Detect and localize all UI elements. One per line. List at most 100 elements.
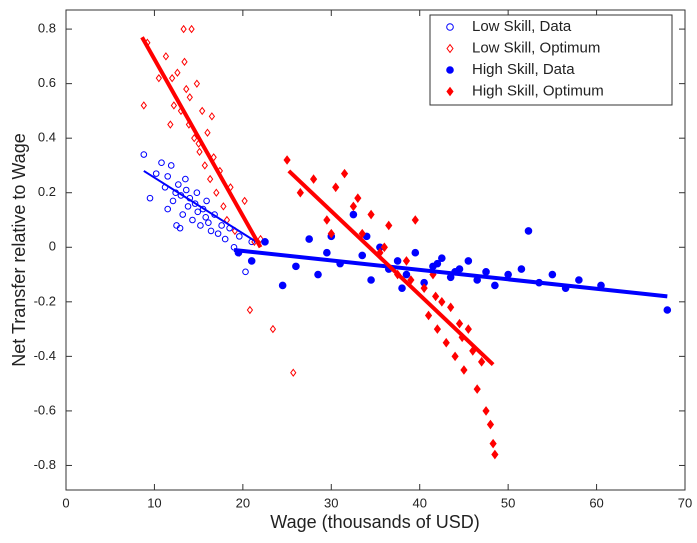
point (180, 24, 187, 34)
point (155, 73, 162, 83)
x-tick-label: 0 (62, 495, 69, 510)
legend-marker (446, 23, 454, 31)
point (193, 79, 201, 88)
point (269, 324, 277, 334)
point (358, 228, 366, 239)
point (460, 365, 468, 375)
point (214, 230, 222, 237)
x-axis-title: Wage (thousands of USD) (270, 512, 479, 532)
point (199, 106, 206, 116)
point (447, 302, 455, 313)
point (290, 368, 297, 377)
point (385, 220, 393, 231)
point (188, 24, 195, 34)
legend-text: Low Skill, Optimum (472, 39, 600, 56)
point (349, 210, 358, 219)
y-tick-label: -0.2 (34, 293, 56, 308)
fit-line (140, 36, 263, 249)
point (305, 235, 313, 243)
point (442, 337, 450, 348)
plot-frame (65, 9, 686, 491)
point (332, 182, 340, 193)
y-axis-title: Net Transfer relative to Wage (9, 133, 29, 366)
point (438, 254, 446, 262)
x-tick-label: 40 (412, 495, 426, 510)
point (432, 291, 440, 302)
point (140, 101, 147, 110)
point (323, 215, 331, 225)
point (191, 133, 198, 143)
point (323, 248, 331, 257)
point (220, 202, 227, 211)
x-tick-label: 60 (589, 495, 603, 510)
point (182, 175, 189, 183)
point (246, 305, 254, 315)
point (152, 170, 160, 177)
point (478, 357, 486, 367)
point (292, 262, 300, 271)
point (411, 248, 420, 257)
point (402, 270, 411, 279)
point (455, 318, 464, 329)
point (473, 384, 481, 394)
point (206, 174, 214, 184)
legend-box (429, 14, 673, 106)
point (201, 161, 208, 170)
x-tick-label: 70 (678, 495, 692, 510)
point (176, 224, 184, 232)
y-tick-label: -0.4 (34, 348, 56, 363)
point (310, 174, 318, 184)
point (205, 219, 212, 227)
point (162, 52, 170, 61)
point (196, 147, 203, 157)
point (402, 256, 411, 266)
point (393, 257, 402, 265)
point (181, 57, 188, 67)
y-tick-label: -0.6 (34, 402, 56, 417)
point (257, 234, 264, 244)
x-tick-label: 10 (147, 495, 161, 510)
point (398, 284, 406, 292)
point (186, 93, 193, 102)
point (524, 227, 533, 235)
point (184, 203, 192, 210)
point (491, 281, 499, 290)
point (575, 276, 583, 284)
y-tick-label: -0.8 (34, 457, 56, 472)
point (213, 188, 220, 197)
point (367, 209, 375, 220)
point (517, 265, 526, 273)
point (169, 197, 177, 205)
point (202, 213, 210, 221)
point (358, 251, 367, 260)
point (464, 324, 472, 334)
legend-text: High Skill, Data (472, 61, 575, 78)
point (489, 438, 497, 449)
x-tick-label: 20 (236, 495, 250, 510)
point (146, 194, 154, 202)
y-tick-label: 0.8 (38, 21, 56, 36)
point (204, 128, 211, 137)
y-tick-label: 0 (49, 239, 56, 254)
point (241, 196, 248, 206)
point (438, 297, 446, 307)
legend-marker (446, 66, 454, 74)
point (411, 215, 419, 225)
point (207, 227, 215, 235)
point (170, 101, 178, 110)
point (191, 200, 199, 207)
point (340, 168, 349, 179)
point (354, 193, 362, 203)
point (464, 257, 473, 265)
point (236, 233, 243, 240)
legend-marker (446, 86, 454, 97)
y-tick-label: 0.2 (38, 184, 56, 199)
y-tick-label: 0.6 (38, 75, 56, 90)
point (208, 112, 216, 121)
point (182, 186, 190, 194)
point (424, 310, 433, 321)
point (278, 281, 287, 290)
point (174, 68, 181, 77)
point (486, 419, 495, 430)
